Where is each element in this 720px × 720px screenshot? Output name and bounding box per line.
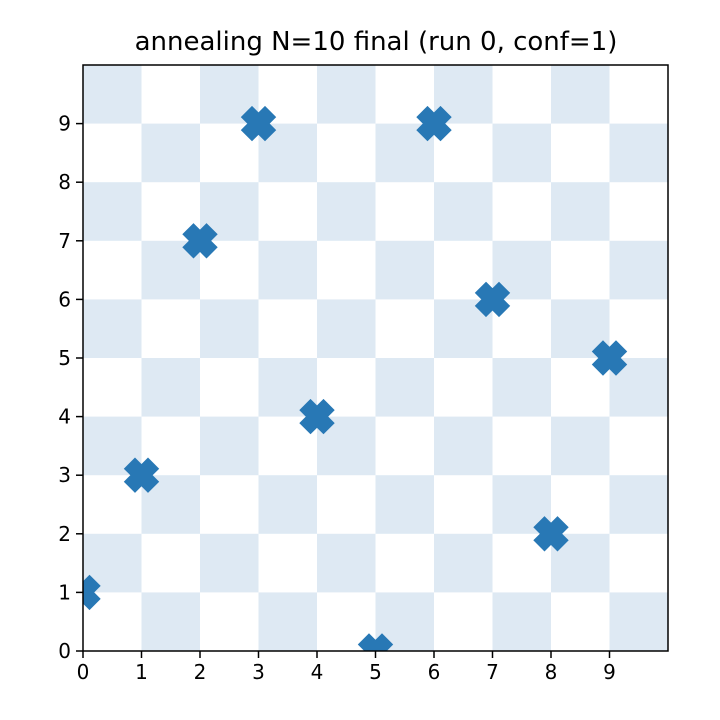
- checker-cell: [492, 592, 551, 651]
- checker-cell: [317, 65, 376, 124]
- checker-cell: [434, 533, 493, 593]
- checker-cell: [83, 65, 142, 124]
- x-tick-label: 9: [603, 660, 616, 684]
- checker-cell: [83, 299, 142, 358]
- scatter-point: [240, 105, 277, 142]
- scatter-point: [533, 516, 569, 552]
- scatter-point: [416, 105, 452, 142]
- checker-cell: [200, 416, 259, 476]
- checker-cell: [434, 416, 493, 476]
- scatter-point: [591, 340, 628, 376]
- x-tick-label: 7: [486, 660, 499, 684]
- scatter-markers: [83, 105, 628, 651]
- checker-cell: [375, 358, 434, 417]
- x-tick-label: 1: [135, 660, 148, 684]
- x-tick-label: 2: [194, 660, 207, 684]
- scatter-point: [182, 223, 218, 259]
- scatter-point: [357, 633, 394, 651]
- checker-cell: [141, 358, 200, 417]
- checker-cell: [492, 123, 551, 183]
- y-axis: 0 1 2 3 4 5 6 7 8 9: [58, 112, 83, 663]
- scatter-point: [299, 398, 335, 435]
- checker-cell: [551, 416, 610, 476]
- scatter-point: [83, 574, 101, 611]
- x-tick-label: 6: [428, 660, 441, 684]
- y-tick-label: 1: [58, 580, 71, 604]
- checker-cell: [317, 299, 376, 358]
- y-tick-label: 3: [58, 463, 71, 487]
- y-tick-label: 0: [58, 639, 71, 663]
- x-tick-label: 3: [252, 660, 265, 684]
- checker-cell: [434, 182, 493, 241]
- x-tick-label: 8: [545, 660, 558, 684]
- checker-cell: [492, 358, 551, 417]
- checker-cell: [141, 592, 200, 651]
- y-tick-label: 4: [58, 405, 71, 429]
- checker-cell: [551, 65, 610, 124]
- checker-cell: [141, 123, 200, 183]
- checker-cell: [258, 240, 317, 300]
- scatter-point: [474, 281, 511, 318]
- checker-cell: [317, 533, 376, 593]
- x-tick-label: 4: [311, 660, 324, 684]
- y-tick-label: 7: [58, 229, 71, 253]
- checker-cell: [83, 182, 142, 241]
- y-tick-label: 6: [58, 287, 71, 311]
- checker-cell: [375, 475, 434, 534]
- checker-cell: [200, 533, 259, 593]
- x-tick-label: 0: [77, 660, 90, 684]
- x-tick-label: 5: [369, 660, 382, 684]
- checker-cell: [609, 475, 668, 534]
- plot-frame: [82, 64, 669, 652]
- scatter-point: [123, 457, 160, 493]
- y-tick-label: 9: [58, 112, 71, 136]
- y-tick-label: 5: [58, 346, 71, 370]
- y-tick-label: 8: [58, 170, 71, 194]
- checker-cell: [609, 592, 668, 651]
- x-axis: 0 1 2 3 4 5 6 7 8 9: [77, 651, 616, 684]
- y-tick-label: 2: [58, 522, 71, 546]
- checker-cell: [200, 299, 259, 358]
- checker-cell: [375, 240, 434, 300]
- checker-cell: [551, 182, 610, 241]
- checker-cell: [258, 592, 317, 651]
- checker-cell: [317, 182, 376, 241]
- checker-cell: [609, 123, 668, 183]
- chart-title: annealing N=10 final (run 0, conf=1): [135, 27, 618, 57]
- checker-cell: [609, 240, 668, 300]
- checker-cell: [258, 475, 317, 534]
